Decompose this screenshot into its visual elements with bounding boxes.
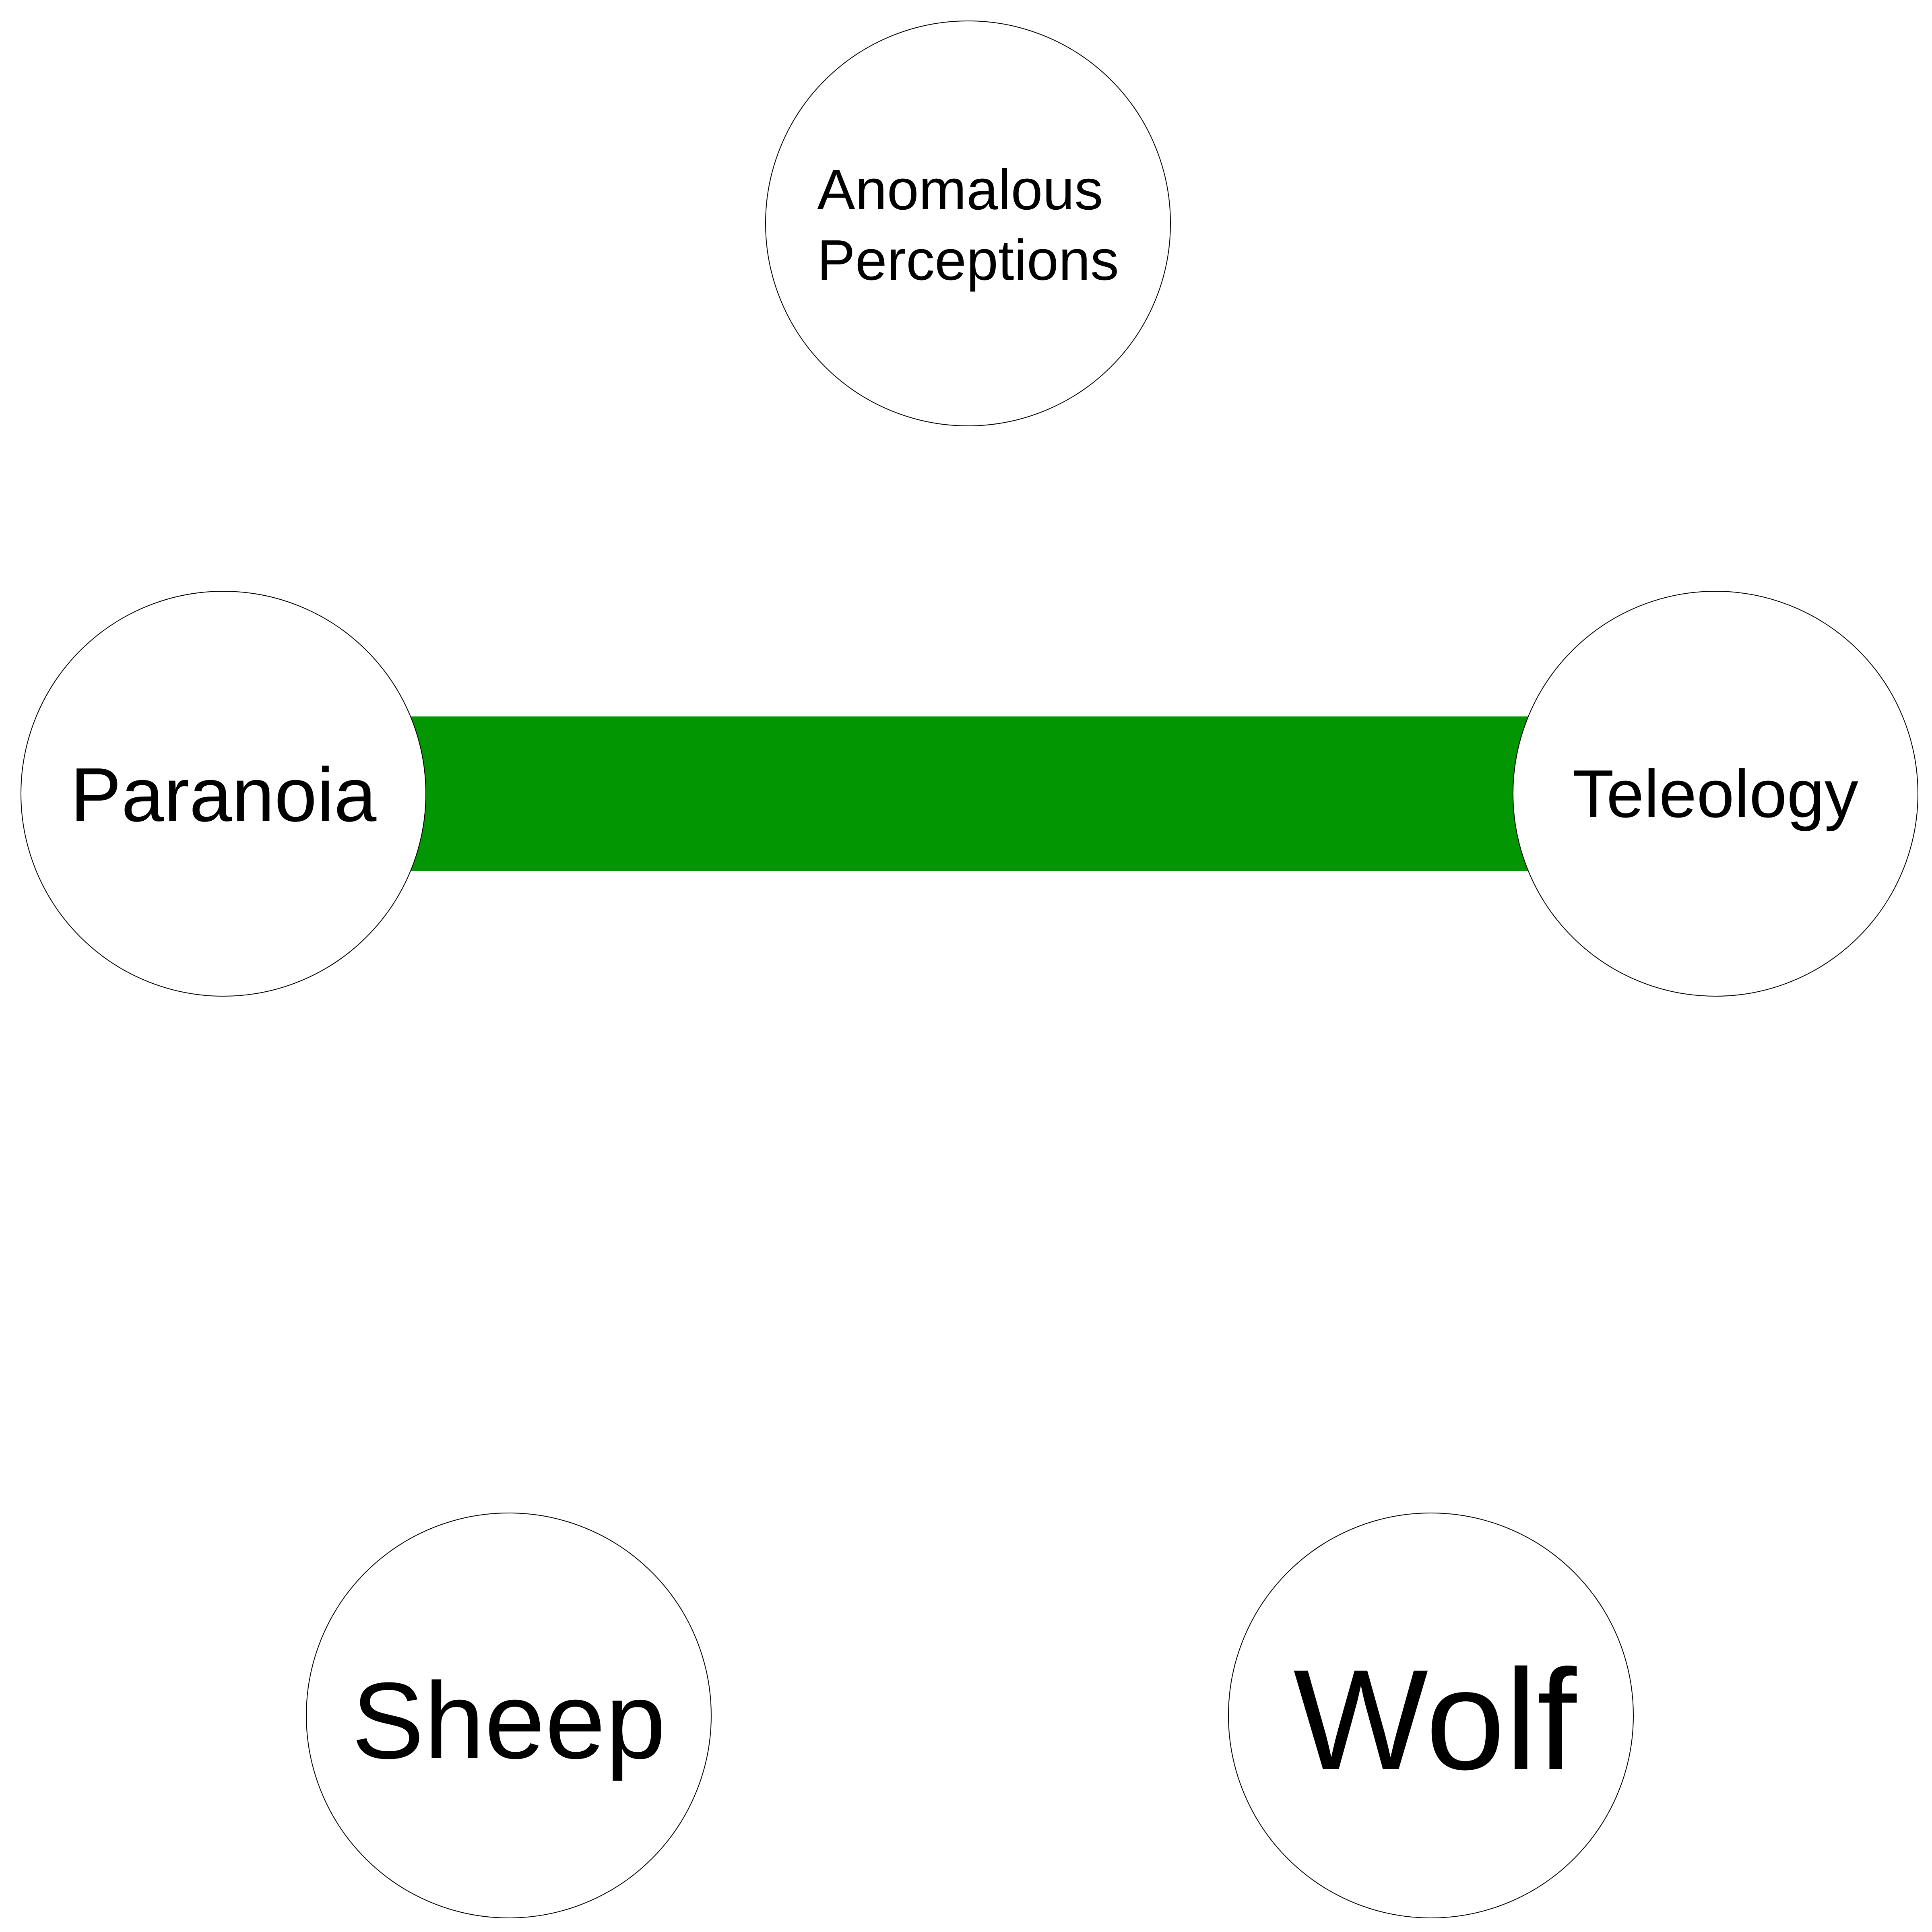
edge-paranoia-teleology [378,716,1538,871]
node-anomalous-perceptions-label-line-1: Anomalous [817,158,1103,222]
node-wolf-label: Wolf [1293,1640,1577,1800]
node-layer: Anomalous Perceptions Paranoia Teleology… [21,21,1918,1918]
node-sheep-circle [306,1513,712,1918]
node-teleology-label: Teleology [1573,756,1858,832]
node-anomalous-perceptions[interactable]: Anomalous Perceptions [765,21,1171,426]
node-anomalous-perceptions-circle [765,21,1171,426]
node-teleology-circle [1513,591,1918,997]
node-anomalous-perceptions-label-line-2: Perceptions [817,228,1119,292]
node-paranoia[interactable]: Paranoia [21,591,426,997]
node-paranoia-label: Paranoia [70,752,377,838]
node-wolf-circle [1228,1513,1634,1918]
node-teleology[interactable]: Teleology [1513,591,1918,997]
node-paranoia-circle [21,591,426,997]
node-sheep-label: Sheep [352,1660,666,1782]
node-wolf[interactable]: Wolf [1228,1513,1634,1918]
node-sheep[interactable]: Sheep [306,1513,712,1918]
node-anomalous-perceptions-label: Anomalous Perceptions [817,158,1119,292]
edge-layer [378,716,1538,871]
